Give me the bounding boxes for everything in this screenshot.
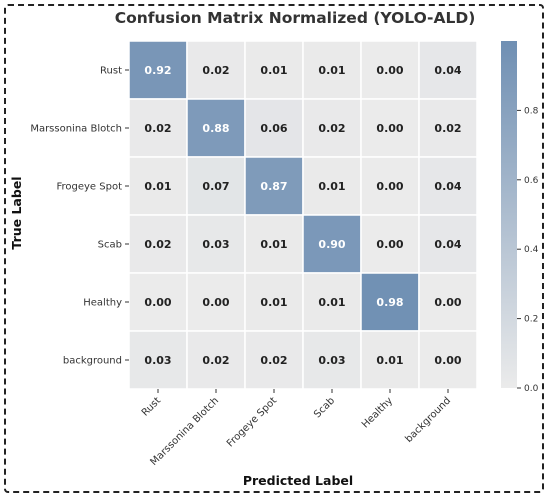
heatmap-cell — [418, 272, 478, 332]
heatmap-cell — [302, 156, 362, 216]
cell-value-label: 0.00 — [202, 296, 229, 309]
heatmap-cell — [418, 98, 478, 158]
heatmap-cell — [360, 214, 420, 274]
cell-value-label: 0.01 — [376, 354, 403, 367]
column-tick-label: Healthy — [360, 395, 395, 430]
cell-value-label: 0.01 — [318, 296, 345, 309]
cell-value-label: 0.00 — [376, 122, 403, 135]
cell-value-label: 0.90 — [318, 238, 345, 251]
cell-value-label: 0.03 — [202, 238, 229, 251]
row-tick-label: Rust — [100, 66, 122, 77]
colorbar-ticks: 0.0 0.2 0.4 0.6 0.8 — [517, 106, 539, 394]
cell-value-label: 0.01 — [318, 64, 345, 77]
row-tick-label: Marssonina Blotch — [30, 124, 122, 135]
cell-value-label: 0.98 — [376, 296, 403, 309]
cell-value-label: 0.00 — [376, 64, 403, 77]
heatmap-cell — [186, 330, 246, 390]
cell-value-label: 0.02 — [202, 64, 229, 77]
cell-value-label: 0.88 — [202, 122, 229, 135]
heatmap-cell — [244, 98, 304, 158]
cell-value-label: 0.02 — [318, 122, 345, 135]
cell-value-label: 0.01 — [144, 180, 171, 193]
y-axis-label: True Label — [9, 176, 24, 249]
cell-value-label: 0.01 — [260, 64, 287, 77]
heatmap-cell — [186, 272, 246, 332]
cell-value-label: 0.02 — [202, 354, 229, 367]
column-tick-label: Frogeye Spot — [225, 395, 279, 449]
cell-value-label: 0.03 — [144, 354, 171, 367]
cell-value-label: 0.04 — [434, 238, 461, 251]
heatmap-cell — [186, 214, 246, 274]
cell-value-label: 0.06 — [260, 122, 287, 135]
column-tick-label: Rust — [140, 395, 163, 418]
heatmap-cell — [418, 214, 478, 274]
heatmap-cell — [302, 214, 362, 274]
row-tick-label: Healthy — [83, 298, 122, 309]
cell-value-label: 0.87 — [260, 180, 287, 193]
cell-value-label: 0.01 — [318, 180, 345, 193]
heatmap-cell — [360, 98, 420, 158]
heatmap-cell — [418, 330, 478, 390]
row-tick-labels: Rust Marssonina Blotch Frogeye Spot Scab Hea… — [30, 66, 129, 367]
cell-value-label: 0.01 — [260, 238, 287, 251]
cell-value-label: 0.00 — [434, 296, 461, 309]
column-tick-label: Scab — [312, 395, 337, 420]
chart-title: Confusion Matrix Normalized (YOLO-ALD) — [115, 9, 476, 27]
colorbar-tick-label: 0.0 — [524, 384, 539, 394]
heatmap-cell — [186, 98, 246, 158]
heatmap-cell — [360, 330, 420, 390]
cell-value-label: 0.00 — [434, 354, 461, 367]
colorbar-tick-label: 0.2 — [524, 315, 538, 325]
row-tick-label: background — [63, 356, 122, 367]
cell-value-label: 0.04 — [434, 64, 461, 77]
colorbar-tick-label: 0.6 — [524, 176, 539, 186]
colorbar-tick-label: 0.4 — [524, 245, 539, 255]
column-tick-label: background — [404, 395, 454, 445]
colorbar-tick-label: 0.8 — [524, 106, 539, 116]
heatmap-cell — [418, 40, 478, 100]
cell-value-label: 0.07 — [202, 180, 229, 193]
cell-value-label: 0.04 — [434, 180, 461, 193]
cell-value-label: 0.00 — [376, 238, 403, 251]
cell-value-label: 0.92 — [144, 64, 171, 77]
heatmap-cell — [302, 40, 362, 100]
heatmap-cell — [244, 156, 304, 216]
cell-value-label: 0.00 — [376, 180, 403, 193]
cell-value-label: 0.02 — [260, 354, 287, 367]
cell-value-label: 0.02 — [144, 238, 171, 251]
cell-value-label: 0.01 — [260, 296, 287, 309]
heatmap-cell — [244, 272, 304, 332]
x-axis-label: Predicted Label — [243, 473, 353, 488]
heatmap-cell — [360, 272, 420, 332]
cell-value-label: 0.02 — [144, 122, 171, 135]
cell-value-label: 0.00 — [144, 296, 171, 309]
row-tick-label: Frogeye Spot — [56, 182, 122, 193]
cell-value-label: 0.03 — [318, 354, 345, 367]
chart-frame — [4, 4, 544, 493]
colorbar — [501, 41, 517, 388]
heatmap-cells: 0.92 0.02 0.01 0.01 0.00 0.04 0.02 0.88 0.06 0.02… — [128, 40, 478, 390]
cell-value-label: 0.02 — [434, 122, 461, 135]
row-tick-label: Scab — [98, 240, 122, 251]
heatmap-cell — [360, 156, 420, 216]
